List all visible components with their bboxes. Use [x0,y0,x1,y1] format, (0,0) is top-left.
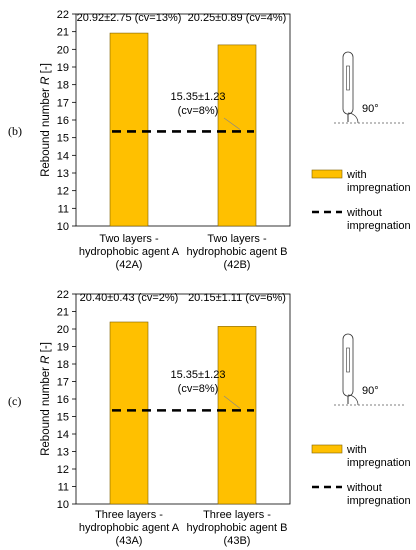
y-tick-label: 22 [57,289,69,301]
x-category-label-line: hydrophobic agent A [79,246,180,258]
rebound-hammer-inset-icon: 90° [334,333,406,406]
y-tick-label: 21 [57,27,69,39]
x-category-label: Three layers -hydrophobic agent A (43A) [79,509,180,547]
y-tick-label: 18 [57,80,69,92]
plot-area-frame [75,293,291,505]
chart-panel-b: 10 11 12 13 14 15 16 17 18 19 20 21 22 Rebound number… [8,9,411,271]
y-tick-label: 13 [57,168,69,180]
reference-line-label: 15.35±1.23 [171,91,226,103]
y-tick-label: 19 [57,62,69,74]
legend-label-with-impregnation: with [346,169,367,181]
y-tick-label: 16 [57,115,69,127]
legend-label-without-impregnation: impregnation [347,220,411,232]
x-category-label: Three layers -hydrophobic agent B (43B) [187,509,288,547]
y-tick-label: 20 [57,324,69,336]
x-category-label-line: (43A) [116,535,143,547]
y-tick-label: 20 [57,44,69,56]
y-tick-label: 10 [57,221,69,233]
x-category-label-line: (42B) [224,259,251,271]
y-tick-label: 19 [57,342,69,354]
reference-line-leader [223,117,241,130]
reference-line-label: 15.35±1.23 [171,369,226,381]
x-category-label-line: Three layers - [95,509,163,521]
legend-label-without-impregnation: without [346,482,382,494]
y-axis-label-text: Rebound number [40,364,52,456]
legend-label-without-impregnation: impregnation [347,495,411,507]
y-tick-label: 15 [57,133,69,145]
angle-label: 90° [362,103,379,115]
bar-agent-b [217,44,257,227]
y-tick-label: 17 [57,377,69,389]
y-tick-label: 15 [57,412,69,424]
legend-label-with-impregnation: impregnation [347,457,411,469]
y-axis-label: Rebound number R [-] [40,342,52,456]
y-axis-label: Rebound number R [-] [40,63,52,177]
bar-value-label: 20.92±2.75 (cv=13%) [77,12,182,24]
y-axis-label-unit: [-] [40,342,52,355]
hammer-window [346,347,350,373]
plot-area-frame [75,13,291,227]
x-category-label-line: Two layers - [99,233,159,245]
y-tick-label: 16 [57,394,69,406]
x-category-label-line: (42A) [116,259,143,271]
x-category-label-line: (43B) [224,535,251,547]
legend-label-without-impregnation: without [346,207,382,219]
y-axis-label-symbol: R [40,77,52,85]
y-tick-label: 14 [57,150,69,162]
hammer-window [346,65,350,91]
bar-value-label: 20.25±0.89 (cv=4%) [188,12,287,24]
bar-agent-a [109,321,149,505]
bar-agent-a [109,32,149,227]
angle-arc [347,112,359,124]
x-category-label-line: hydrophobic agent A [79,522,180,534]
y-tick-label: 14 [57,429,69,441]
legend-label-with-impregnation: impregnation [347,182,411,194]
y-tick-label: 17 [57,97,69,109]
y-axis-label-symbol: R [40,356,52,364]
x-category-label-line: hydrophobic agent B [187,246,288,258]
y-tick-label: 10 [57,499,69,511]
y-axis-label-unit: [-] [40,63,52,76]
angle-label: 90° [362,385,379,397]
y-tick-label: 21 [57,307,69,319]
y-tick-label: 11 [58,203,69,215]
x-category-label-line: Three layers - [203,509,271,521]
reference-line-label: (cv=8%) [178,105,219,117]
bar-value-label: 20.15±1.11 (cv=6%) [188,292,286,304]
y-tick-label: 18 [57,359,69,371]
x-category-label-line: Two layers - [207,233,267,245]
legend-label-with-impregnation: with [346,444,367,456]
y-tick-label: 12 [57,464,69,476]
panel-label: (b) [8,124,22,138]
x-category-label: Two layers -hydrophobic agent A (42A) [79,233,180,271]
legend-swatch-with-impregnation [311,169,343,179]
bar-agent-b [217,326,257,505]
legend-swatch-with-impregnation [311,444,343,454]
y-tick-label: 12 [57,186,69,198]
y-axis-label-text: Rebound number [40,85,52,177]
angle-arc [347,394,359,406]
y-tick-label: 13 [57,447,69,459]
y-tick-label: 22 [57,9,69,21]
reference-line-leader [223,395,241,409]
bar-value-label: 20.40±0.43 (cv=2%) [80,292,179,304]
panel-label: (c) [8,394,21,408]
x-category-label-line: hydrophobic agent B [187,522,288,534]
reference-line-label: (cv=8%) [178,383,219,395]
rebound-hammer-inset-icon: 90° [334,51,406,124]
y-tick-label: 11 [58,482,69,494]
chart-panel-c: 10 11 12 13 14 15 16 17 18 19 20 21 22 Rebound number… [8,289,411,547]
x-category-label: Two layers -hydrophobic agent B (42B) [187,233,288,271]
